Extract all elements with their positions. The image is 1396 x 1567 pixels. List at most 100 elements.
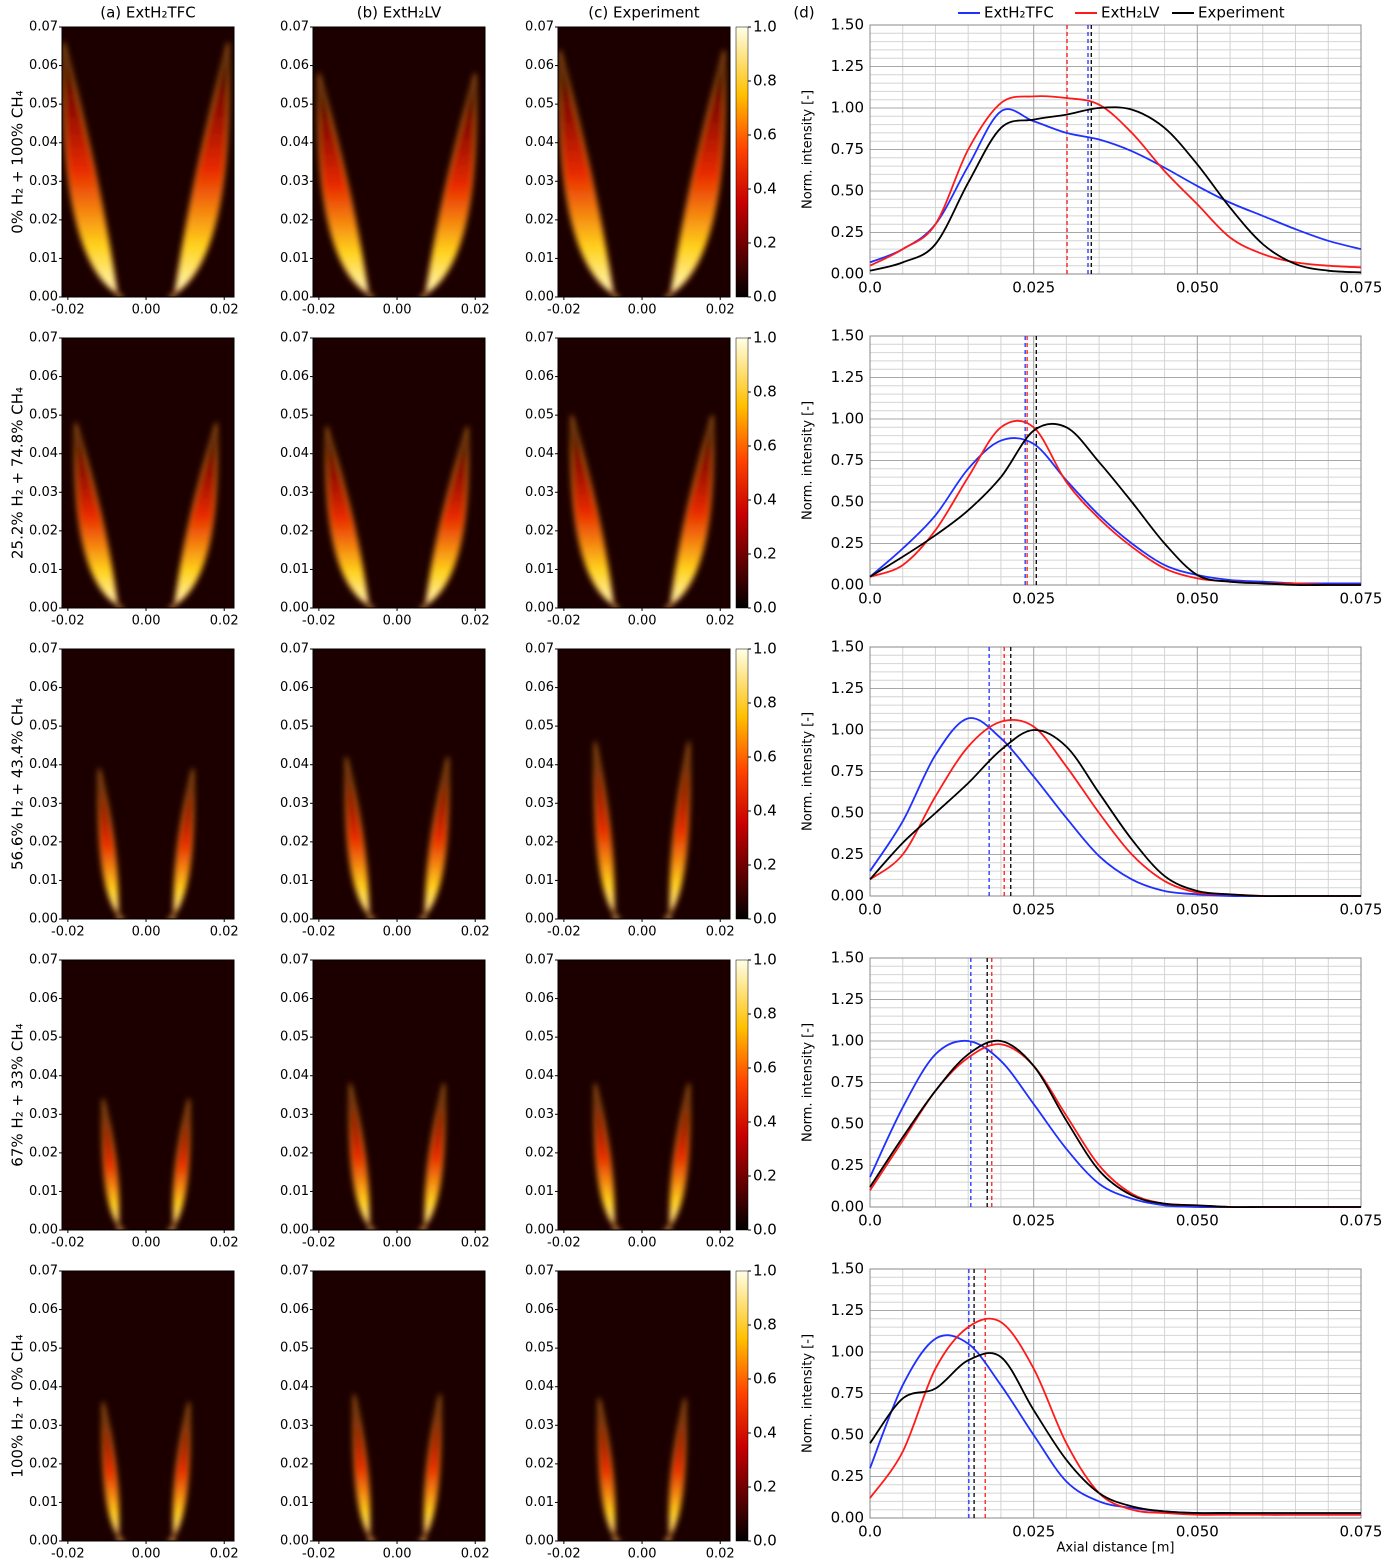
colorbar-tick-label: 0.6: [753, 126, 777, 144]
flame: [325, 426, 375, 608]
y-tick-label: 0.01: [525, 1184, 554, 1199]
y-tick-label: 0.06: [525, 991, 554, 1006]
y-tick-label: 0.03: [280, 485, 309, 500]
x-tick-label: 0.050: [1176, 1212, 1219, 1230]
heatmap-background: [558, 960, 730, 1230]
y-tick-label: 0.05: [29, 1341, 58, 1356]
y-tick-label: 0.00: [280, 290, 309, 305]
flame: [74, 422, 124, 608]
y-tick-label: 0.01: [525, 873, 554, 888]
colorbar-tick-label: 0.2: [753, 1478, 777, 1496]
y-tick-label: 1.50: [831, 1260, 864, 1278]
y-tick-label: 0.03: [29, 1418, 58, 1433]
x-tick-label: 0.02: [706, 1547, 735, 1562]
y-tick-label: 0.04: [280, 1068, 309, 1083]
y-tick-label: 0.06: [525, 680, 554, 695]
x-tick-label: 0.050: [1176, 1523, 1219, 1541]
heatmap-image: [325, 426, 469, 608]
flame: [168, 422, 218, 608]
heatmap-image: [344, 756, 450, 919]
x-tick-label: 0.050: [1176, 590, 1219, 608]
y-tick-label: 0.05: [525, 97, 554, 112]
x-tick-label: -0.02: [547, 614, 581, 629]
y-tick-label: 0.06: [280, 1302, 309, 1317]
y-tick-label: 0.00: [831, 887, 864, 905]
x-tick-label: 0.00: [628, 925, 657, 940]
x-tick-label: 0.02: [706, 1236, 735, 1251]
y-tick-label: 0.01: [29, 562, 58, 577]
y-tick-label: 0.02: [29, 1145, 58, 1160]
y-tick-label: 0.07: [525, 20, 554, 35]
colorbar-tick-label: 0.8: [753, 1316, 777, 1334]
y-tick-label: 0.01: [280, 562, 309, 577]
y-tick-label: 0.02: [29, 1456, 58, 1471]
x-tick-label: 0.0: [858, 590, 882, 608]
y-tick-label: 0.05: [525, 408, 554, 423]
y-tick-label: 0.50: [831, 1115, 864, 1133]
y-tick-label: 0.03: [29, 485, 58, 500]
y-tick-label: 0.07: [29, 642, 58, 657]
flame: [101, 1098, 126, 1230]
colorbar-tick-label: 1.0: [753, 951, 777, 969]
colorbar-tick-label: 0.0: [753, 910, 777, 928]
y-tick-label: 0.01: [280, 1495, 309, 1510]
flame: [417, 1083, 446, 1230]
y-tick-label: 1.25: [831, 368, 864, 386]
y-tick-label: 0.00: [280, 601, 309, 616]
y-tick-label: 0.05: [29, 1030, 58, 1045]
y-tick-label: 0.04: [280, 446, 309, 461]
heatmap-image: [593, 741, 691, 919]
heatmap-image: [570, 414, 714, 608]
y-tick-label: 0.03: [525, 1418, 554, 1433]
y-tick-label: 0.75: [831, 762, 864, 780]
y-tick-label: 1.25: [831, 679, 864, 697]
x-tick-label: 0.00: [628, 614, 657, 629]
y-tick-label: 0.00: [280, 1534, 309, 1549]
colorbar-tick-label: 0.4: [753, 491, 777, 509]
series-line: [869, 729, 1361, 898]
colorbar-tick-label: 0.2: [753, 545, 777, 563]
y-tick-label: 1.00: [831, 721, 864, 739]
x-tick-label: 0.02: [210, 1547, 239, 1562]
y-tick-label: 0.75: [831, 140, 864, 158]
y-tick-label: 0.00: [831, 265, 864, 283]
colorbar-tick-label: 0.0: [753, 1532, 777, 1550]
y-tick-label: 0.00: [831, 576, 864, 594]
y-tick-label: 0.00: [29, 912, 58, 927]
x-tick-label: 0.00: [132, 1236, 161, 1251]
plot-frame: [869, 957, 1362, 1208]
y-tick-label: 0.25: [831, 1156, 864, 1174]
x-tick-label: 0.0: [858, 279, 882, 297]
flame: [317, 73, 375, 297]
y-tick-label: 0.07: [280, 20, 309, 35]
y-tick-label: 0.25: [831, 534, 864, 552]
y-axis-title: Norm. intensity [-]: [801, 1334, 816, 1453]
x-tick-label: -0.02: [51, 1547, 85, 1562]
y-tick-label: 0.75: [831, 1073, 864, 1091]
x-tick-label: 0.00: [628, 303, 657, 318]
heatmap-image: [593, 1083, 691, 1230]
y-tick-label: 0.00: [831, 1198, 864, 1216]
x-tick-label: 0.075: [1340, 901, 1383, 919]
y-tick-label: 0.05: [525, 719, 554, 734]
x-tick-label: -0.02: [547, 303, 581, 318]
x-tick-label: 0.00: [628, 1547, 657, 1562]
y-tick-label: 1.00: [831, 99, 864, 117]
colorbar-tick-label: 1.0: [753, 329, 777, 347]
y-tick-label: 0.06: [525, 1302, 554, 1317]
y-tick-label: 0.01: [29, 873, 58, 888]
colorbar-tick-label: 0.4: [753, 180, 777, 198]
y-tick-label: 0.07: [280, 1264, 309, 1279]
heatmap-frame: [557, 959, 731, 1231]
y-tick-label: 0.50: [831, 493, 864, 511]
flame: [662, 1083, 691, 1230]
flame: [664, 414, 714, 608]
colorbar-tick-label: 1.0: [753, 640, 777, 658]
heatmap-image: [101, 1098, 191, 1230]
y-tick-label: 0.06: [29, 369, 58, 384]
y-tick-label: 0.05: [29, 408, 58, 423]
y-tick-label: 0.01: [525, 1495, 554, 1510]
y-tick-label: 0.01: [525, 251, 554, 266]
series-line: [869, 1352, 1361, 1515]
y-tick-label: 0.04: [525, 757, 554, 772]
